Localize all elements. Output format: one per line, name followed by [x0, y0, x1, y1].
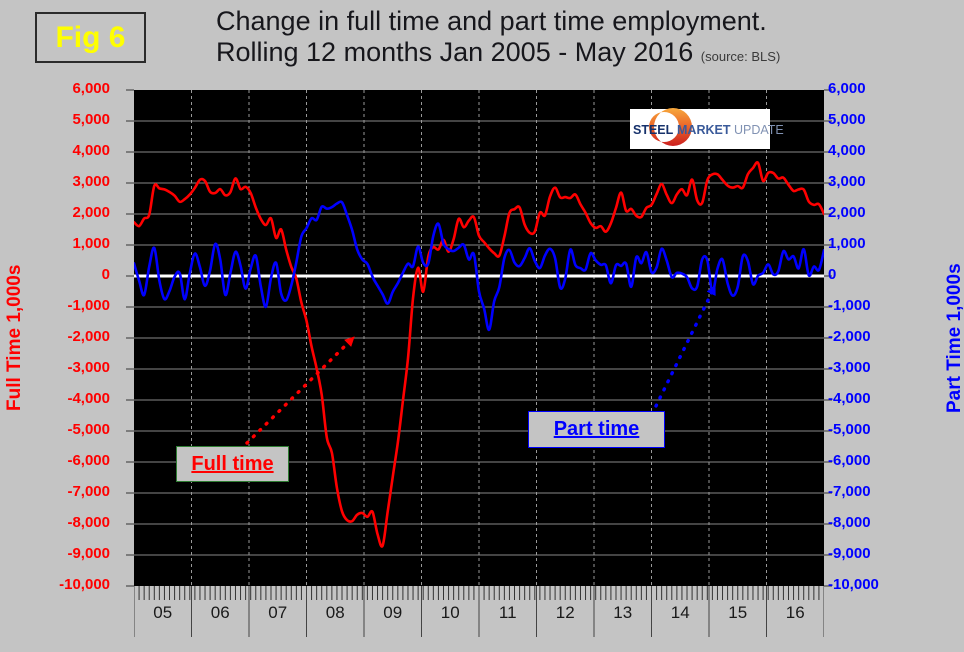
svg-text:STEEL: STEEL	[633, 123, 674, 137]
svg-text:MARKET: MARKET	[677, 123, 731, 137]
svg-text:UPDATE: UPDATE	[734, 123, 784, 137]
